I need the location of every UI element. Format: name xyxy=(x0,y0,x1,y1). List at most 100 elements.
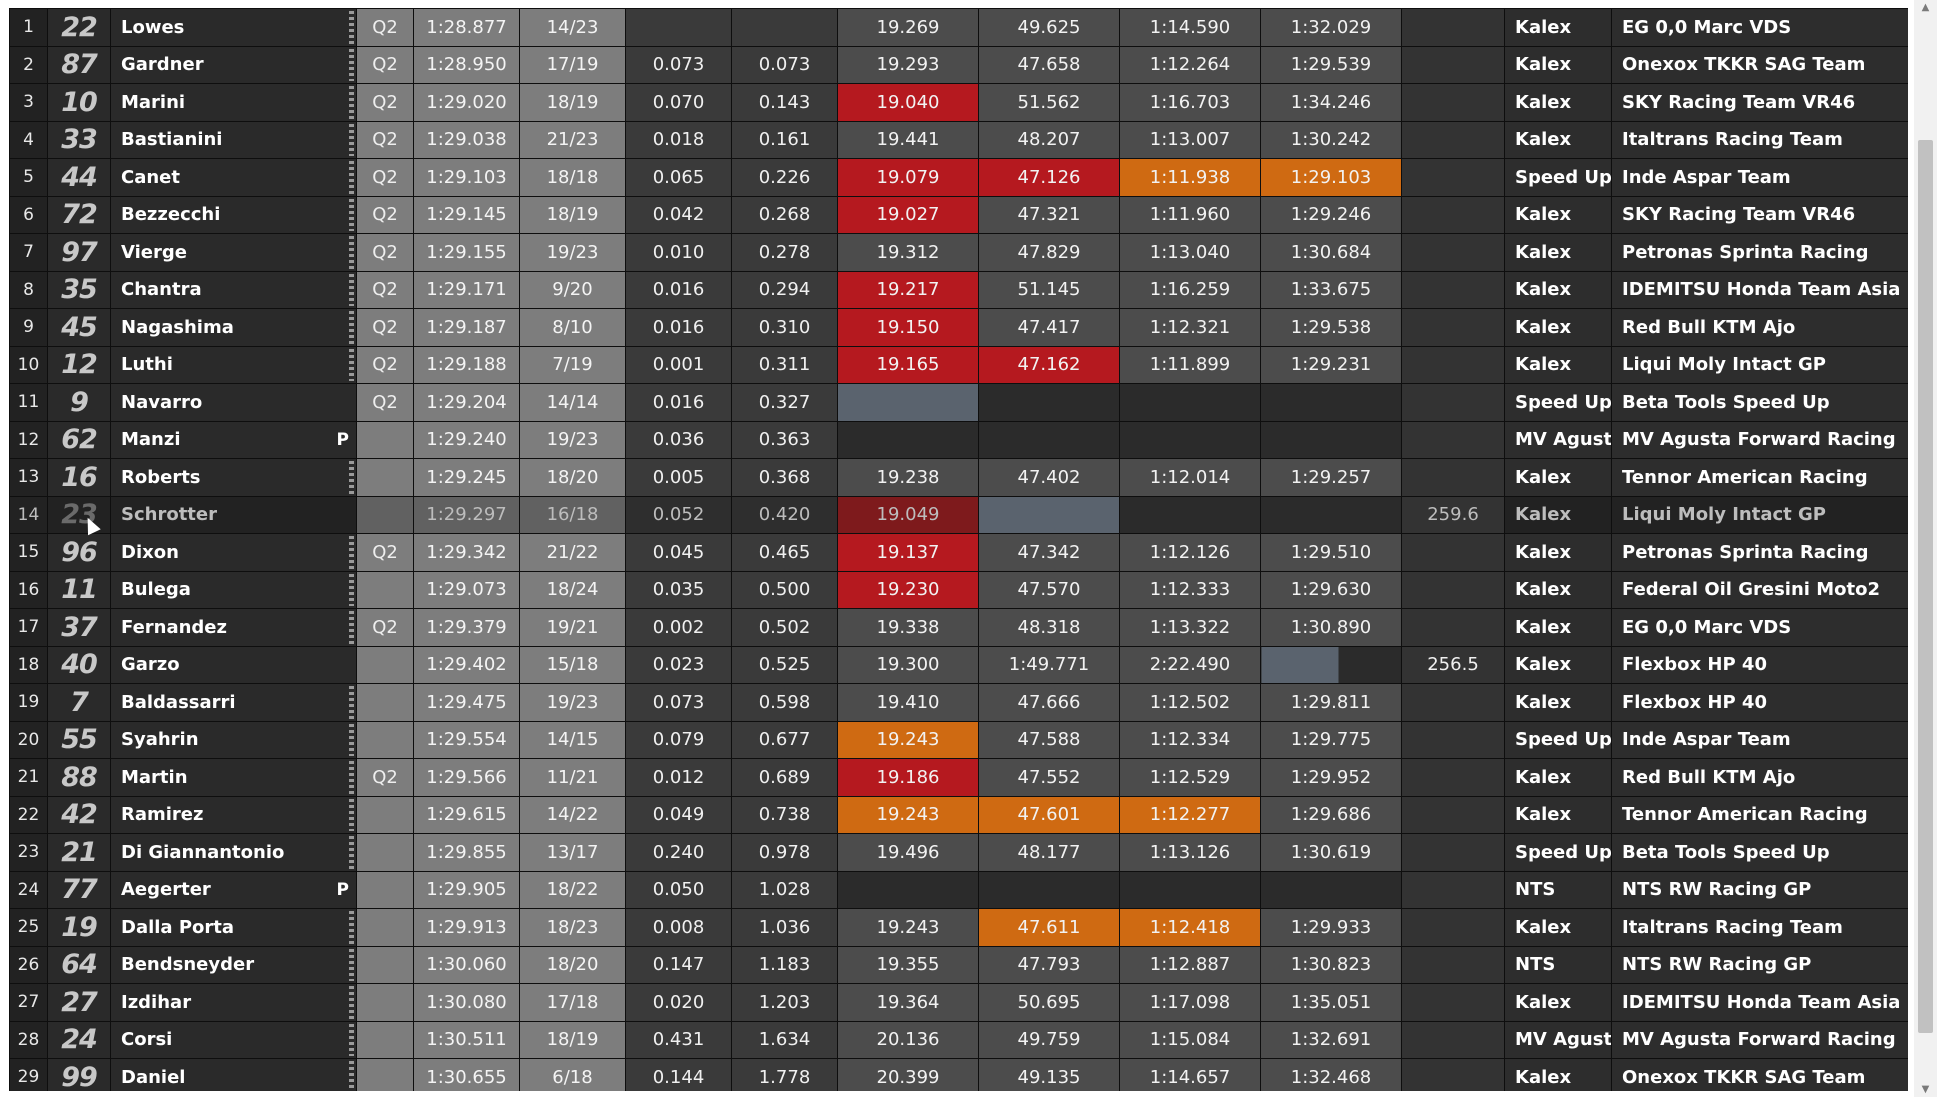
sector-3-time: 1:16.259 xyxy=(1119,270,1261,309)
table-row[interactable]: 28 24 Corsi 1:30.511 18/19 0.431 1.634 20.136 49… xyxy=(9,1020,1908,1059)
gap-leader: 0.143 xyxy=(731,83,838,122)
timing-board: 1 22 Lowes Q2 1:28.877 14/23 19.269 49.625 1:14.… xyxy=(9,8,1908,1091)
rider-number: 27 xyxy=(47,983,111,1022)
table-row[interactable]: 17 37 Fernandez Q2 1:29.379 19/21 0.002 0.502 19… xyxy=(9,608,1908,647)
sector-1-time: 19.243 xyxy=(837,720,979,759)
sector-1-time xyxy=(837,420,979,459)
pit-indicator: P xyxy=(336,429,349,450)
sector-3-time: 1:12.264 xyxy=(1119,45,1261,84)
table-row[interactable]: 3 10 Marini Q2 1:29.020 18/19 0.070 0.143 19.040… xyxy=(9,83,1908,122)
position-cell: 7 xyxy=(9,233,48,272)
status-stripe xyxy=(349,311,354,344)
table-row[interactable]: 4 33 Bastianini Q2 1:29.038 21/23 0.018 0.161 19… xyxy=(9,120,1908,159)
gap-leader: 1.028 xyxy=(731,870,838,909)
table-row[interactable]: 7 97 Vierge Q2 1:29.155 19/23 0.010 0.278 19.312… xyxy=(9,233,1908,272)
gap-leader: 0.502 xyxy=(731,608,838,647)
top-speed: 259.6 xyxy=(1401,495,1505,534)
sector-3-time: 1:17.098 xyxy=(1119,983,1261,1022)
session-label: Q2 xyxy=(356,383,414,422)
table-row[interactable]: 25 19 Dalla Porta 1:29.913 18/23 0.008 1.036 19… xyxy=(9,908,1908,947)
manufacturer: Kalex xyxy=(1504,270,1612,309)
scroll-up-arrow-icon[interactable]: ▲ xyxy=(1921,2,1930,13)
sector-3-time: 1:12.502 xyxy=(1119,683,1261,722)
gap-previous: 0.073 xyxy=(625,683,732,722)
table-row[interactable]: 15 96 Dixon Q2 1:29.342 21/22 0.045 0.465 19.137… xyxy=(9,533,1908,572)
rider-name: Chantra xyxy=(110,270,357,309)
table-row[interactable]: 1 22 Lowes Q2 1:28.877 14/23 19.269 49.625 1:14.… xyxy=(9,8,1908,47)
lap-count: 13/17 xyxy=(519,833,626,872)
table-row[interactable]: 29 99 Daniel 1:30.655 6/18 0.144 1.778 20.399 49… xyxy=(9,1058,1908,1091)
manufacturer: MV Agusta xyxy=(1504,420,1612,459)
vertical-scrollbar[interactable]: ▲ ▼ xyxy=(1914,0,1937,1097)
best-lap-time: 1:30.511 xyxy=(413,1020,520,1059)
table-row[interactable]: 21 88 Martin Q2 1:29.566 11/21 0.012 0.689 19.18… xyxy=(9,758,1908,797)
session-label: Q2 xyxy=(356,120,414,159)
team-name: MV Agusta Forward Racing xyxy=(1611,1020,1908,1059)
table-row[interactable]: 8 35 Chantra Q2 1:29.171 9/20 0.016 0.294 19.217… xyxy=(9,270,1908,309)
sector-2-time: 47.402 xyxy=(978,458,1120,497)
rider-number: 97 xyxy=(47,233,111,272)
status-stripe xyxy=(349,161,354,194)
gap-previous: 0.042 xyxy=(625,195,732,234)
team-name: Italtrans Racing Team xyxy=(1611,908,1908,947)
sector-1-time: 19.338 xyxy=(837,608,979,647)
lap-count: 6/18 xyxy=(519,1058,626,1091)
sector-3-time xyxy=(1119,420,1261,459)
table-row[interactable]: 9 45 Nagashima Q2 1:29.187 8/10 0.016 0.310 19.1… xyxy=(9,308,1908,347)
table-row[interactable]: 19 7 Baldassarri 1:29.475 19/23 0.073 0.598 19.… xyxy=(9,683,1908,722)
sector-3-time: 1:11.960 xyxy=(1119,195,1261,234)
table-row[interactable]: 24 77 Aegerter P 1:29.905 18/22 0.050 1.028 NTS N… xyxy=(9,870,1908,909)
status-stripe xyxy=(349,761,354,794)
sector-2-time: 48.318 xyxy=(978,608,1120,647)
table-row[interactable]: 26 64 Bendsneyder 1:30.060 18/20 0.147 1.183 19… xyxy=(9,945,1908,984)
table-row[interactable]: 23 21 Di Giannantonio 1:29.855 13/17 0.240 0.9… xyxy=(9,833,1908,872)
sector-4-time: 1:29.510 xyxy=(1260,533,1402,572)
scrollbar-thumb[interactable] xyxy=(1918,140,1933,1033)
table-row[interactable]: 22 42 Ramirez 1:29.615 14/22 0.049 0.738 19.243… xyxy=(9,795,1908,834)
table-row[interactable]: 14 23 Schrotter 1:29.297 16/18 0.052 0.420 19.0… xyxy=(9,495,1908,534)
table-row[interactable]: 12 62 Manzi P 1:29.240 19/23 0.036 0.363 MV Agus… xyxy=(9,420,1908,459)
sector-4-time: 1:30.823 xyxy=(1260,945,1402,984)
table-row[interactable]: 16 11 Bulega 1:29.073 18/24 0.035 0.500 19.230 4… xyxy=(9,570,1908,609)
sector-4-time xyxy=(1260,495,1402,534)
manufacturer: Kalex xyxy=(1504,908,1612,947)
table-row[interactable]: 2 87 Gardner Q2 1:28.950 17/19 0.073 0.073 19.29… xyxy=(9,45,1908,84)
gap-previous xyxy=(625,8,732,47)
table-row[interactable]: 18 40 Garzo 1:29.402 15/18 0.023 0.525 19.300 1:… xyxy=(9,645,1908,684)
table-row[interactable]: 11 9 Navarro Q2 1:29.204 14/14 0.016 0.327 Speed… xyxy=(9,383,1908,422)
gap-previous: 0.045 xyxy=(625,533,732,572)
sector-3-time: 1:16.703 xyxy=(1119,83,1261,122)
status-stripe xyxy=(349,348,354,381)
sector-3-time: 1:13.040 xyxy=(1119,233,1261,272)
lap-count: 19/21 xyxy=(519,608,626,647)
rider-name: Nagashima xyxy=(110,308,357,347)
table-row[interactable]: 5 44 Canet Q2 1:29.103 18/18 0.065 0.226 19.079 4… xyxy=(9,158,1908,197)
gap-leader: 1.634 xyxy=(731,1020,838,1059)
team-name: Beta Tools Speed Up xyxy=(1611,383,1908,422)
rider-name-label: Nagashima xyxy=(121,316,234,338)
sector-3-time xyxy=(1119,383,1261,422)
table-row[interactable]: 27 27 Izdihar 1:30.080 17/18 0.020 1.203 19.364… xyxy=(9,983,1908,1022)
rider-number: 99 xyxy=(47,1058,111,1091)
scroll-down-arrow-icon[interactable]: ▼ xyxy=(1921,1084,1930,1095)
sector-4-time: 1:33.675 xyxy=(1260,270,1402,309)
sector-2-time: 51.562 xyxy=(978,83,1120,122)
session-label: Q2 xyxy=(356,8,414,47)
sector-2-time: 47.126 xyxy=(978,158,1120,197)
best-lap-time: 1:29.038 xyxy=(413,120,520,159)
table-row[interactable]: 10 12 Luthi Q2 1:29.188 7/19 0.001 0.311 19.165 4… xyxy=(9,345,1908,384)
gap-leader: 0.268 xyxy=(731,195,838,234)
table-row[interactable]: 13 16 Roberts 1:29.245 18/20 0.005 0.368 19.238… xyxy=(9,458,1908,497)
gap-previous: 0.240 xyxy=(625,833,732,872)
table-row[interactable]: 20 55 Syahrin 1:29.554 14/15 0.079 0.677 19.243… xyxy=(9,720,1908,759)
table-row[interactable]: 6 72 Bezzecchi Q2 1:29.145 18/19 0.042 0.268 19.… xyxy=(9,195,1908,234)
rider-name: Bezzecchi xyxy=(110,195,357,234)
sector-2-time: 47.321 xyxy=(978,195,1120,234)
manufacturer: Kalex xyxy=(1504,495,1612,534)
sector-1-time: 19.230 xyxy=(837,570,979,609)
manufacturer: Kalex xyxy=(1504,1058,1612,1091)
position-cell: 8 xyxy=(9,270,48,309)
gap-leader: 0.500 xyxy=(731,570,838,609)
status-stripe xyxy=(349,948,354,981)
sector-4-time: 1:29.811 xyxy=(1260,683,1402,722)
